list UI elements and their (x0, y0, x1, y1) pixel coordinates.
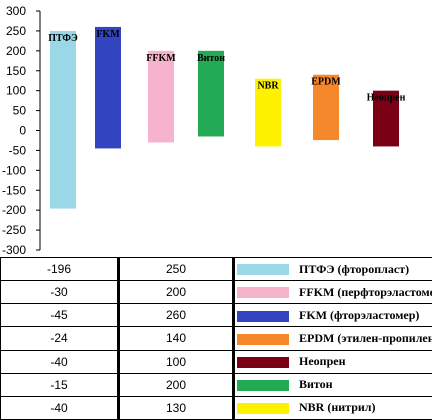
y-tick-label: 150 (6, 64, 26, 78)
max-temp-cell: 100 (118, 349, 235, 374)
y-tick-label: -250 (2, 223, 26, 237)
legend-cell: ПТФЭ (фторопласт) (233, 256, 432, 282)
chart-area: 300 250 200 150 100 50 0 -50 -100 -150 -200 -250 -30… (2, 4, 406, 256)
data-table: -196 250 ПТФЭ (фторопласт) -30 200 FFKM (перф… (0, 256, 432, 420)
legend-cell: EPDM (этилен-пропилен) (233, 326, 432, 351)
legend-swatch (237, 310, 289, 322)
bar-label: FKM (96, 29, 120, 40)
legend-label: FFKM (перфторэластомер) (299, 284, 432, 299)
min-temp-cell: -30 (0, 280, 120, 305)
max-temp-cell: 200 (118, 372, 235, 397)
min-temp-cell: -40 (0, 395, 120, 420)
y-tick-label: 100 (6, 84, 26, 98)
y-tick-label: -100 (2, 163, 26, 177)
min-temp-cell: -196 (0, 256, 120, 282)
min-temp-cell: -45 (0, 303, 120, 328)
legend-cell: NBR (нитрил) (233, 395, 432, 420)
bar-5 (255, 78, 281, 147)
max-temp-cell: 140 (118, 326, 235, 351)
bar-3 (148, 50, 174, 143)
legend-label: EPDM (этилен-пропилен) (299, 330, 432, 345)
legend-cell: FKM (фторэластомер) (233, 303, 432, 328)
y-tick-label: 0 (19, 124, 26, 138)
legend-swatch (237, 287, 289, 299)
max-temp-cell: 200 (118, 280, 235, 305)
legend-label: Витон (299, 377, 333, 392)
y-tick-label: -200 (2, 203, 26, 217)
min-temp-cell: -24 (0, 326, 120, 351)
y-tick-label: -150 (2, 183, 26, 197)
legend-swatch (237, 403, 289, 415)
legend-label: ПТФЭ (фторопласт) (299, 261, 410, 276)
legend-cell: FFKM (перфторэластомер) (233, 280, 432, 305)
table-row: -24 140 EPDM (этилен-пропилен) (0, 326, 432, 351)
legend-label: FKM (фторэластомер) (299, 307, 420, 322)
legend-swatch (237, 333, 289, 345)
y-tick-label: 200 (6, 44, 26, 58)
bar-6 (313, 74, 339, 141)
table-row: -45 260 FKM (фторэластомер) (0, 303, 432, 328)
bar-label: EPDM (311, 77, 341, 88)
bar-4 (198, 50, 224, 137)
bar-label: Витон (197, 53, 225, 64)
table-row: -15 200 Витон (0, 372, 432, 397)
y-tick-label: -50 (9, 143, 27, 157)
legend-cell: Неопрен (233, 349, 432, 374)
max-temp-cell: 260 (118, 303, 235, 328)
legend-swatch (237, 264, 289, 276)
y-tick-label: 250 (6, 24, 26, 38)
y-tick-label: -300 (2, 243, 26, 256)
bar-7 (373, 90, 399, 147)
legend-label: Неопрен (299, 354, 346, 369)
bar-label: NBR (257, 81, 279, 92)
legend-cell: Витон (233, 372, 432, 397)
y-tick-label: 50 (13, 104, 27, 118)
bar-chart: 300 250 200 150 100 50 0 -50 -100 -150 -200 -250 -30… (2, 4, 406, 256)
bar-2 (95, 26, 121, 149)
bar-label: Неопрен (367, 93, 406, 104)
table-row: -196 250 ПТФЭ (фторопласт) (0, 256, 432, 282)
bar-1 (50, 30, 76, 209)
legend-swatch (237, 356, 289, 368)
bar-label: ПТФЭ (48, 33, 78, 44)
y-tick-label: 300 (6, 4, 26, 18)
table-row: -30 200 FFKM (перфторэластомер) (0, 280, 432, 305)
bar-label: FFKM (146, 53, 176, 64)
legend-label: NBR (нитрил) (299, 400, 376, 415)
table-row: -40 130 NBR (нитрил) (0, 395, 432, 420)
min-temp-cell: -15 (0, 372, 120, 397)
table-row: -40 100 Неопрен (0, 349, 432, 374)
legend-swatch (237, 380, 289, 392)
max-temp-cell: 130 (118, 395, 235, 420)
min-temp-cell: -40 (0, 349, 120, 374)
max-temp-cell: 250 (118, 256, 235, 282)
